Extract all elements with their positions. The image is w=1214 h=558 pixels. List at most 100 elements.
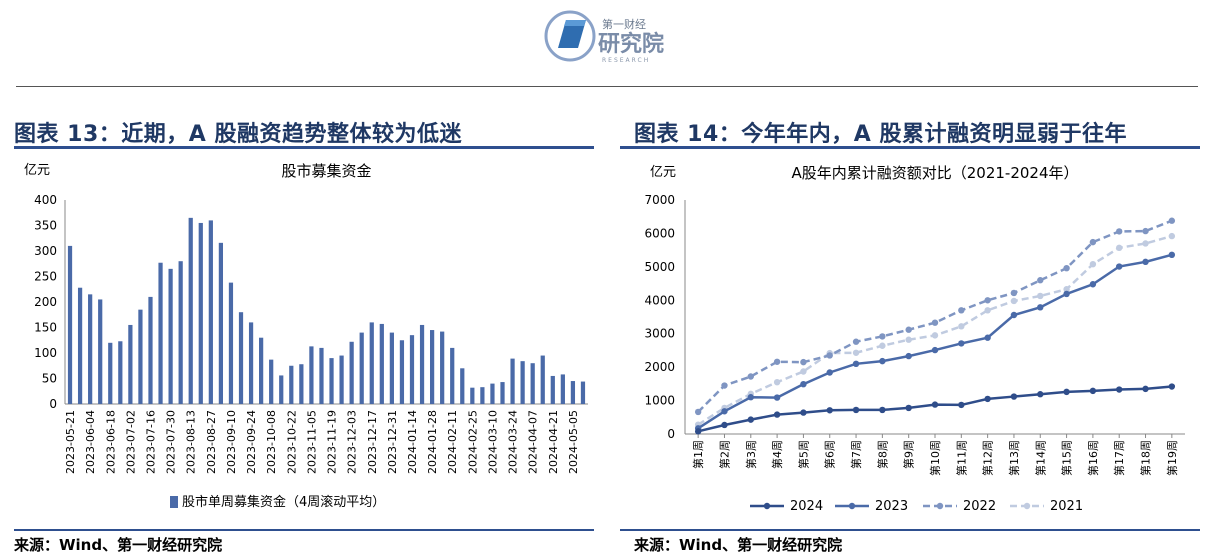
x-tick-label: 第8周 [875, 440, 889, 469]
data-point-2024 [852, 406, 860, 414]
data-point-2023 [852, 360, 860, 367]
data-point-2024 [1116, 386, 1123, 393]
x-tick-label: 2023-11-19 [326, 410, 339, 474]
y-tick-label: 7000 [644, 193, 675, 207]
logo-sub-text: RESEARCH [602, 57, 650, 64]
bar [289, 365, 294, 404]
x-tick-label: 第11周 [954, 440, 968, 476]
data-point-2023 [879, 357, 886, 365]
legend-label-2022: 2022 [963, 499, 996, 514]
bar [178, 261, 183, 404]
bar [299, 364, 304, 404]
bar [77, 287, 83, 404]
legend-marker-2023 [848, 502, 856, 510]
bar [128, 324, 133, 404]
y-tick-label: 0 [667, 427, 675, 441]
bar [218, 242, 224, 404]
bar [510, 358, 515, 404]
x-tick-label: 2023-07-30 [165, 410, 178, 474]
y-tick-label: 400 [34, 193, 57, 207]
data-point-2021 [1142, 240, 1149, 247]
bar [580, 381, 586, 404]
data-point-2023 [958, 340, 965, 347]
legend-label: 股市单周募集资金（4周滚动平均） [182, 494, 385, 510]
x-tick-label: 2023-05-21 [64, 410, 77, 474]
data-point-2022 [694, 408, 702, 416]
data-point-2022 [1168, 217, 1176, 224]
data-point-2024 [984, 395, 991, 403]
data-point-2024 [1037, 391, 1044, 398]
bar [419, 324, 425, 404]
data-point-2021 [958, 323, 965, 330]
line-chart: 亿元 A股年内累计融资额对比（2021-2024年） 0 1000 2000 3000 40… [644, 164, 1185, 514]
x-tick-label: 2023-07-02 [124, 410, 137, 474]
y-tick-label: 200 [34, 295, 57, 309]
x-tick-label: 第2周 [717, 440, 731, 469]
legend-label-2023: 2023 [875, 499, 908, 514]
x-tick-label: 2023-12-31 [386, 410, 399, 474]
data-point-2022 [1089, 238, 1097, 246]
data-point-2023 [1037, 304, 1044, 311]
bar [228, 282, 234, 404]
y-tick-label: 150 [34, 321, 57, 335]
legend-swatch [170, 496, 178, 508]
y-tick-label: 350 [34, 219, 57, 233]
data-point-2023 [773, 394, 781, 401]
x-tick-label: 第14周 [1033, 440, 1047, 476]
bar [158, 262, 163, 404]
data-point-2021 [1037, 292, 1044, 300]
y-axis-unit-label: 亿元 [650, 165, 676, 180]
logo-small-text: 第一财经 [602, 17, 646, 31]
bar [450, 347, 455, 404]
data-point-2023 [1010, 311, 1018, 319]
data-point-2024 [1010, 393, 1018, 400]
data-point-2023 [800, 380, 807, 388]
data-point-2022 [1010, 289, 1018, 297]
bar [198, 222, 203, 404]
data-point-2023 [747, 394, 754, 401]
data-point-2024 [1063, 388, 1070, 396]
y-tick-label: 4000 [644, 293, 675, 307]
data-point-2021 [800, 368, 807, 375]
bar [67, 245, 73, 404]
y-tick-label: 50 [42, 372, 57, 386]
data-point-2024 [905, 404, 912, 412]
bar [470, 387, 475, 404]
data-point-2022 [826, 352, 833, 359]
data-point-2024 [694, 428, 702, 435]
x-tick-label: 2023-06-18 [104, 410, 117, 474]
bar [248, 322, 254, 404]
data-point-2024 [1168, 383, 1176, 390]
data-point-2021 [984, 307, 991, 314]
data-point-2023 [1142, 258, 1149, 266]
data-point-2021 [905, 336, 912, 343]
data-point-2021 [1010, 297, 1018, 305]
data-point-2023 [931, 346, 939, 354]
data-point-2023 [826, 369, 833, 376]
x-tick-label: 2024-05-05 [567, 410, 580, 474]
x-tick-label: 第9周 [902, 440, 916, 469]
data-point-2023 [984, 334, 991, 341]
x-tick-label: 第19周 [1165, 440, 1179, 476]
x-tick-label: 2024-04-07 [527, 410, 540, 474]
x-tick-label: 2023-08-13 [185, 410, 198, 474]
data-point-2022 [879, 333, 886, 340]
research-logo: 第一财经 研究院 RESEARCH [540, 6, 680, 66]
x-tick-label: 2023-12-03 [346, 410, 359, 474]
bar [319, 347, 324, 404]
bar [238, 312, 244, 404]
figure-14-bottom-rule [620, 529, 1200, 531]
data-point-2022 [852, 338, 860, 345]
data-point-2023 [1168, 251, 1176, 259]
data-point-2022 [958, 307, 965, 314]
y-tick-label: 250 [34, 270, 57, 284]
legend-label-2024: 2024 [790, 499, 823, 514]
bar [540, 355, 545, 404]
legend-marker-2021 [1023, 502, 1031, 510]
bar [409, 335, 415, 404]
bar [429, 330, 435, 404]
x-tick-label: 2023-12-17 [366, 410, 379, 474]
x-tick-label: 2024-03-10 [486, 410, 499, 474]
data-point-2024 [826, 407, 833, 414]
bar [148, 296, 153, 404]
